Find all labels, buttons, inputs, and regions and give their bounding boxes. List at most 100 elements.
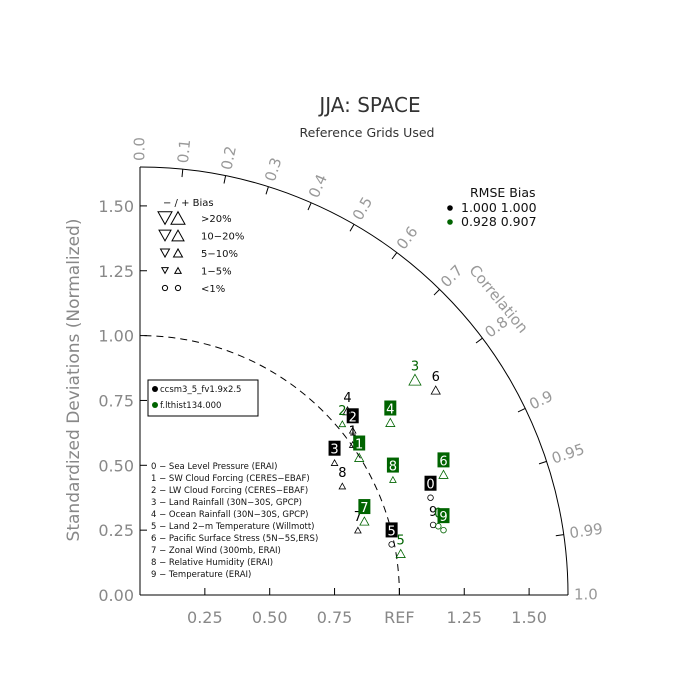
bias-legend-up-triangle (173, 266, 183, 274)
case-legend-box (147, 379, 259, 417)
series-0-point-label: 1 (349, 425, 357, 440)
series-0-label-box (328, 440, 341, 456)
reference-std-arc (139, 335, 400, 596)
bias-legend-label: 5−10% (201, 249, 238, 260)
correlation-tick-label: 0.4 (305, 172, 331, 201)
series-0-bias-marker (354, 526, 362, 534)
series-0-point-label: 6 (432, 370, 440, 385)
bias-legend-down-triangle (159, 248, 171, 259)
correlation-tick-mark (391, 252, 398, 260)
series-0-point-label: 3 (330, 443, 338, 458)
x-tick-label: 0.75 (317, 608, 353, 627)
correlation-tick-label: 0.1 (174, 138, 194, 164)
series-1-bias-marker (440, 526, 447, 534)
rmse-legend-dot (447, 205, 453, 211)
series-1-point-label: 8 (389, 460, 397, 475)
correlation-tick-label: 0.95 (549, 440, 586, 468)
bias-legend-circle (161, 284, 169, 292)
y-tick-label: 1.50 (98, 197, 134, 216)
correlation-tick-mark (538, 460, 547, 465)
series-0-point-label: 9 (429, 505, 437, 520)
series-1-bias-marker (408, 373, 422, 386)
correlation-tick-label: 0.0 (131, 137, 149, 161)
series-0-point-label: 5 (387, 524, 395, 539)
series-1-label-box (386, 457, 399, 473)
series-1-bias-marker (395, 548, 406, 558)
series-1-bias-marker (438, 469, 449, 479)
correlation-tick-label: 0.99 (568, 520, 604, 543)
correlation-tick-mark (475, 337, 483, 344)
bias-legend-down-triangle (157, 211, 173, 226)
series-0-bias-marker (348, 426, 357, 434)
y-tick-label: 1.00 (98, 327, 134, 346)
series-0-bias-marker (427, 494, 434, 501)
chart-subtitle: Reference Grids Used (300, 125, 435, 140)
series-1-bias-marker (435, 523, 442, 530)
correlation-tick-mark (265, 186, 269, 195)
correlation-tick-label: 0.6 (393, 223, 422, 253)
correlation-tick-mark (433, 288, 440, 296)
series-1-point-label: 2 (338, 404, 346, 419)
series-0-bias-marker (338, 482, 347, 490)
rmse-legend-row: 0.928 0.907 (461, 214, 537, 229)
series-0-bias-marker (330, 459, 339, 466)
rmse-legend-header: RMSE Bias (470, 185, 536, 200)
x-tick-label: 1.50 (511, 608, 547, 627)
case-legend-dot (152, 402, 158, 408)
series-0-point-label: 4 (343, 391, 351, 406)
series-0-point-label: 0 (426, 478, 434, 493)
y-tick-label: 1.25 (98, 262, 134, 281)
series-1-point-label: 7 (360, 501, 368, 516)
correlation-tick-label: 0.7 (437, 261, 467, 291)
bias-legend-circle (174, 284, 182, 292)
bias-legend-label: 10−20% (201, 232, 244, 243)
y-tick-label: 0.00 (98, 586, 134, 605)
y-tick-label: 0.25 (98, 521, 134, 540)
rmse-legend-row: 1.000 1.000 (461, 200, 537, 215)
correlation-tick-label: 0.5 (349, 194, 377, 224)
correlation-tick-mark (307, 202, 312, 211)
data-marks-group: 01234567890123456789 (328, 360, 450, 558)
bias-legend-down-triangle (160, 267, 170, 275)
correlation-tick-mark (181, 169, 184, 178)
y-tick-label: 0.50 (98, 456, 134, 475)
series-1-label-box (353, 435, 366, 451)
correlation-tick-label: 0.2 (217, 144, 239, 171)
case-legend-dot (152, 386, 158, 392)
series-1-point-label: 9 (439, 510, 447, 525)
bias-legend-up-triangle (171, 229, 185, 242)
series-1-label-box (384, 400, 397, 416)
y-tick-label: 0.75 (98, 391, 134, 410)
chart-title: JJA: SPACE (317, 93, 420, 117)
series-0-label-box (424, 475, 437, 491)
correlation-tick-mark (555, 534, 564, 537)
correlation-tick-mark (223, 175, 227, 184)
series-1-point-label: 5 (397, 533, 405, 548)
series-1-label-box (437, 452, 450, 468)
case-legend-label: ccsm3_5_fv1.9x2.5 (160, 385, 241, 395)
series-0-point-label: 2 (349, 410, 357, 425)
ref-tick-label: REF (384, 608, 414, 627)
series-1-bias-marker (338, 420, 347, 428)
variable-legend-item: 4 − Ocean Rainfall (30N−30S, GPCP) (151, 510, 308, 520)
series-0-bias-marker (429, 521, 437, 529)
variable-legend-item: 9 − Temperature (ERAI) (151, 570, 251, 580)
series-1-label-box (358, 499, 371, 515)
series-1-point-label: 1 (355, 438, 363, 453)
correlation-tick-label: 1.0 (574, 586, 598, 604)
series-1-bias-marker (389, 475, 397, 483)
variable-legend-item: 6 − Pacific Surface Stress (5N−5S,ERS) (151, 534, 318, 544)
variable-legend-item: 2 − LW Cloud Forcing (CERES−EBAF) (151, 486, 308, 496)
series-1-bias-marker (385, 417, 396, 427)
series-1-point-label: 6 (439, 454, 447, 469)
bias-legend-up-triangle (172, 247, 184, 258)
correlation-tick-mark (517, 407, 526, 413)
series-0-point-label: 7 (354, 510, 362, 525)
bias-legend-down-triangle (158, 229, 172, 242)
case-legend-label: f.lthist134.000 (160, 401, 221, 411)
series-0-label-box (385, 522, 398, 538)
bias-legend-label: <1% (201, 284, 225, 295)
series-1-label-box (437, 508, 450, 524)
series-0-bias-marker (430, 385, 441, 395)
